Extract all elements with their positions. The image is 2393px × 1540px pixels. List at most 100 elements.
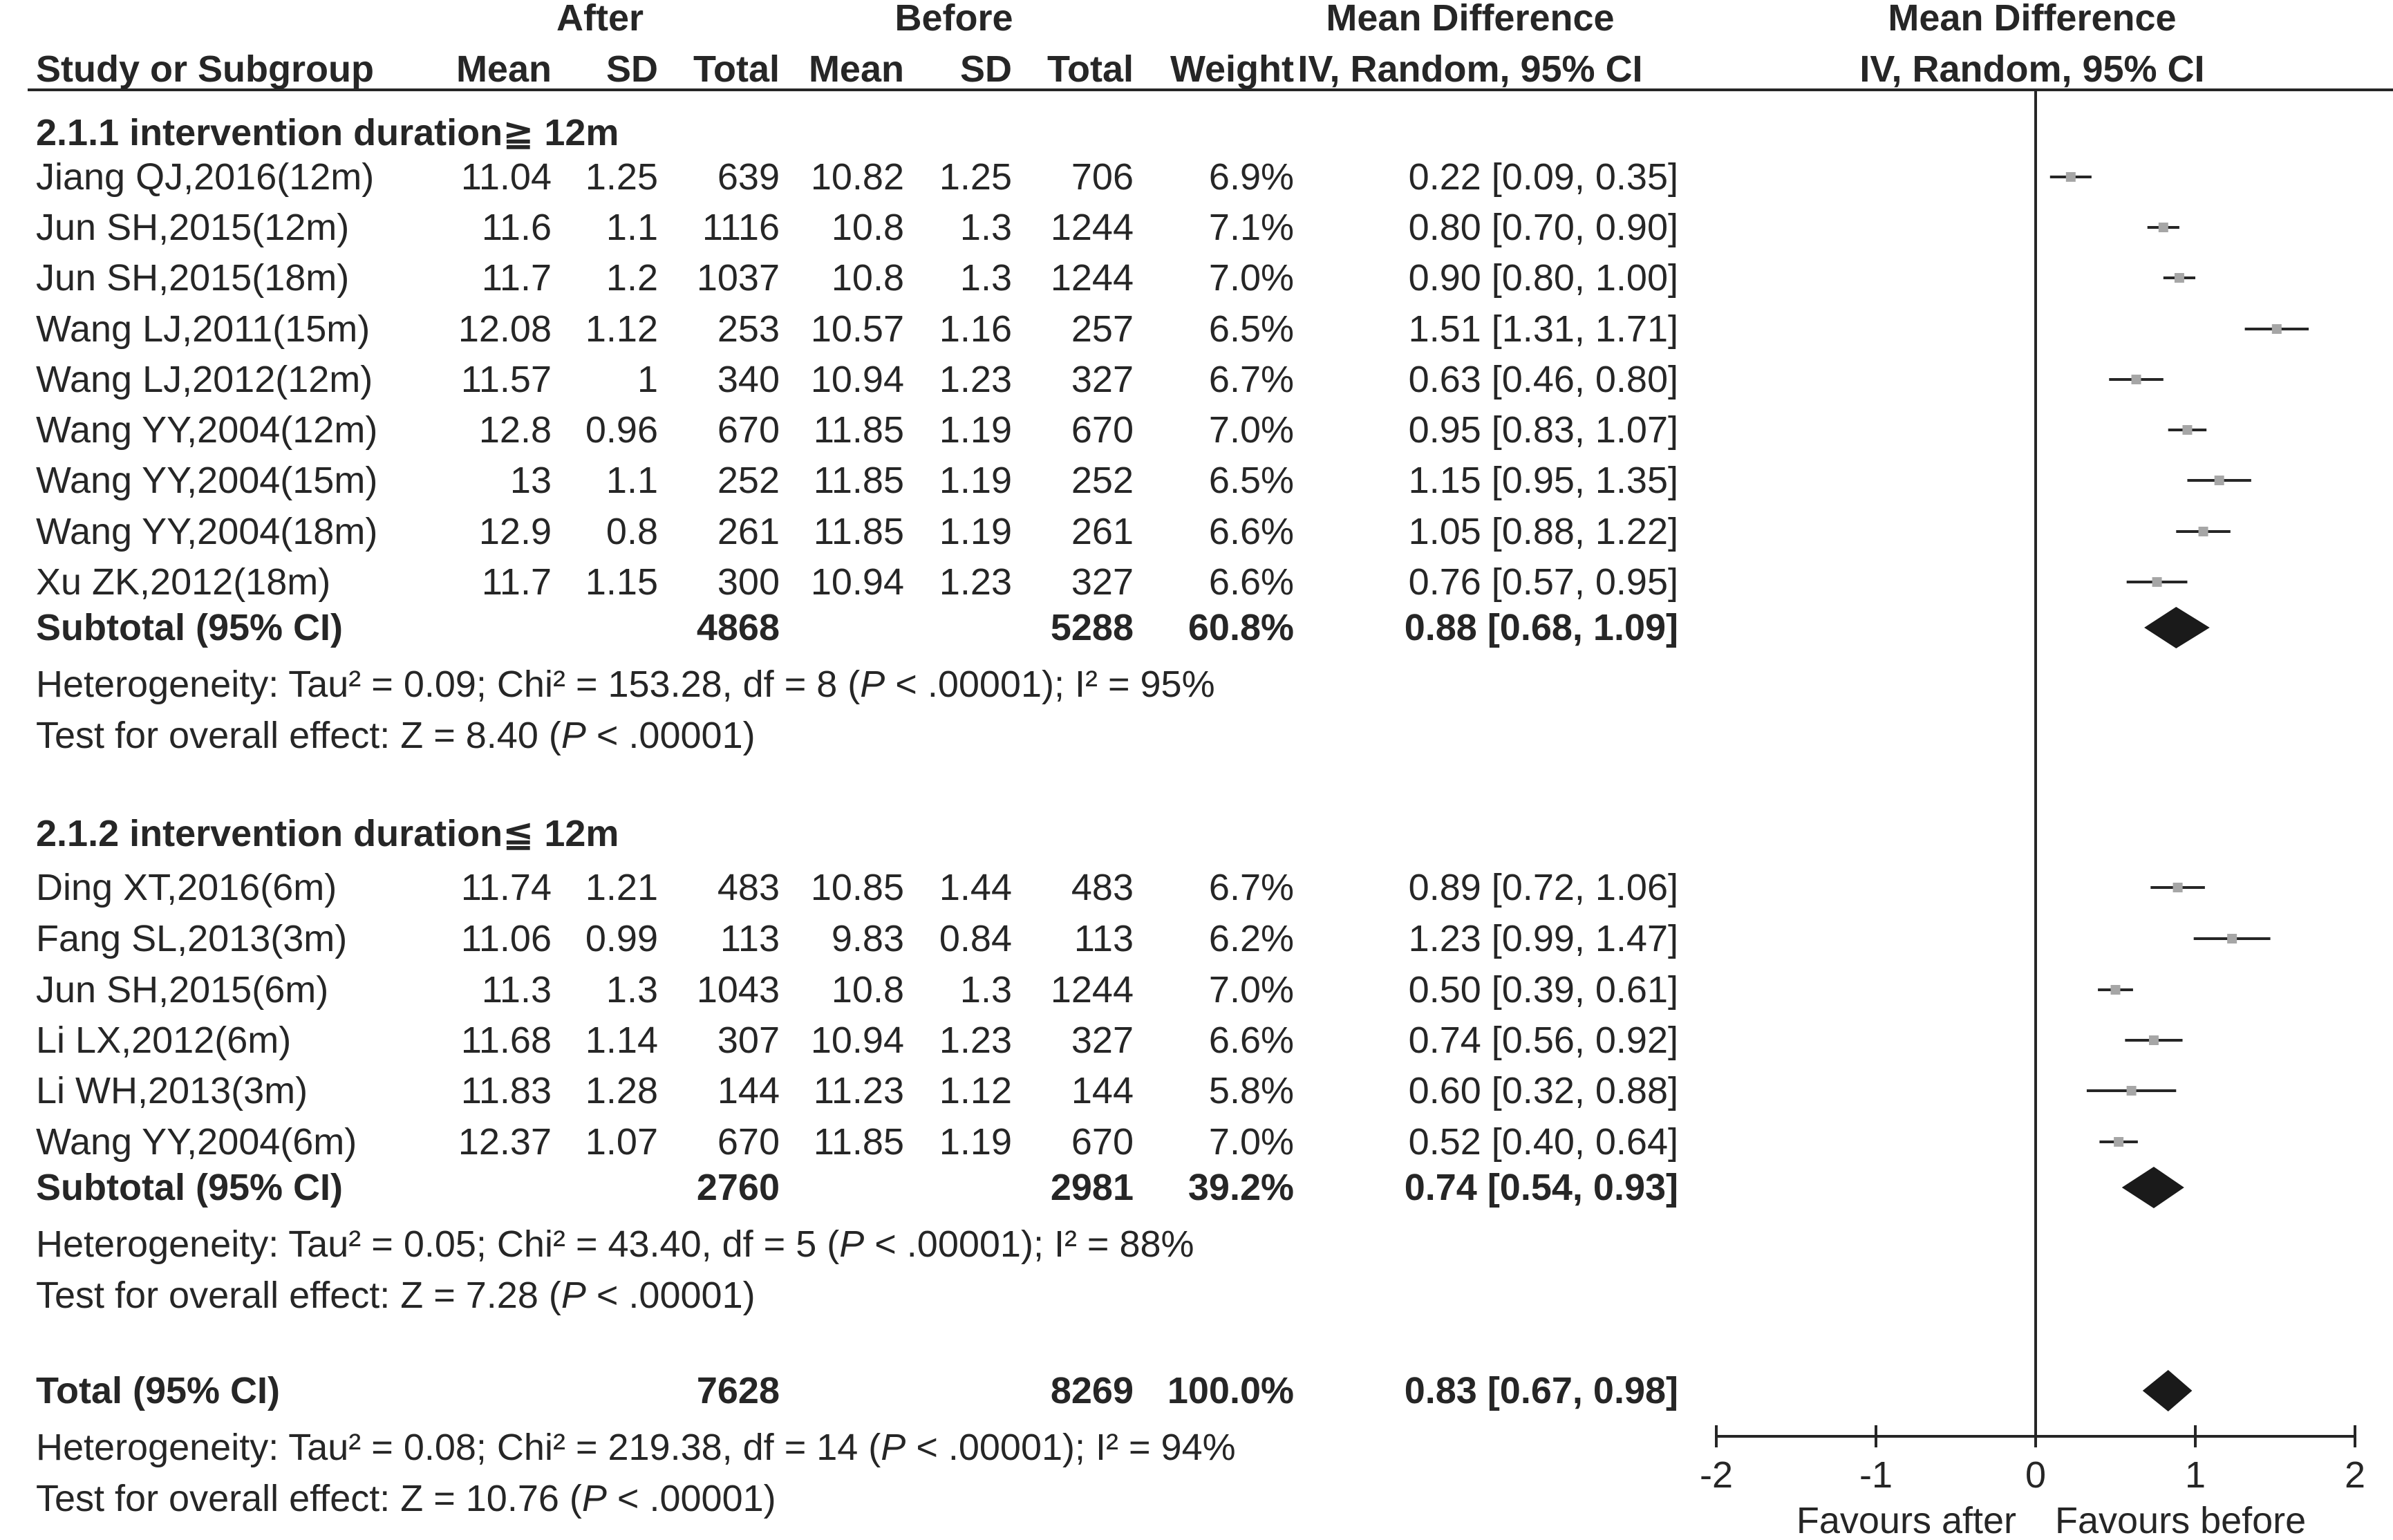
after-mean: 11.6 [482,207,552,248]
after-mean: 11.74 [461,867,552,908]
study-name: Jun SH,2015(12m) [36,207,349,248]
study-ci: 1.23 [0.99, 1.47] [1409,918,1678,959]
subtotal-after-total: 4868 [697,607,780,648]
subtotal-label: Subtotal (95% CI) [36,1167,343,1208]
header-after-sd: SD [606,48,658,90]
effect-square [2148,1035,2159,1045]
after-mean: 13 [510,460,552,501]
study-ci: 1.05 [0.88, 1.22] [1409,511,1678,552]
study-name: Wang YY,2004(18m) [36,511,377,552]
x-tick-label: -1 [1859,1454,1893,1496]
subgroup-title: 2.1.2 intervention duration≦ 12m [36,813,619,854]
after-total: 252 [717,460,780,501]
pooled-diamond [2142,1370,2193,1411]
study-ci: 0.63 [0.46, 0.80] [1409,359,1678,400]
header-ci: IV, Random, 95% CI [1297,48,1642,90]
effect-square [2110,985,2121,995]
after-mean: 12.9 [479,511,552,552]
effect-square [2227,934,2237,943]
header-after-total: Total [693,48,780,90]
x-tick-label: 2 [2345,1454,2365,1496]
study-weight: 7.0% [1209,1121,1294,1163]
study-weight: 7.0% [1209,409,1294,451]
study-ci: 0.52 [0.40, 0.64] [1409,1121,1678,1163]
header-before: Before [894,0,1013,39]
before-mean: 10.94 [811,561,904,603]
study-weight: 6.6% [1209,561,1294,603]
study-name: Li WH,2013(3m) [36,1070,308,1111]
header-before-mean: Mean [809,48,904,90]
before-sd: 1.3 [960,207,1012,248]
subtotal-before-total: 2981 [1051,1167,1134,1208]
study-weight: 6.9% [1209,156,1294,198]
after-sd: 0.8 [606,511,658,552]
before-sd: 1.12 [939,1070,1012,1111]
after-total: 1116 [702,207,780,248]
study-ci: 0.74 [0.56, 0.92] [1409,1020,1678,1061]
effect-square [2214,476,2224,485]
subtotal-ci: 0.74 [0.54, 0.93] [1405,1167,1678,1208]
effect-square [2174,273,2184,283]
study-ci: 0.60 [0.32, 0.88] [1409,1070,1678,1111]
after-sd: 1.1 [606,460,658,501]
before-total: 670 [1071,1121,1134,1163]
header-plot-title: Mean Difference [1888,0,2176,39]
pooled-diamond [2144,607,2210,648]
study-weight: 6.6% [1209,511,1294,552]
after-total: 307 [717,1020,780,1061]
before-sd: 1.19 [939,460,1012,501]
before-sd: 1.19 [939,409,1012,451]
before-total: 483 [1071,867,1134,908]
before-total: 327 [1071,561,1134,603]
study-name: Wang YY,2004(6m) [36,1121,357,1163]
header-plot-subtitle: IV, Random, 95% CI [1859,48,2204,90]
heterogeneity-text: Heterogeneity: Tau² = 0.05; Chi² = 43.40… [36,1223,1194,1265]
after-sd: 1.3 [606,969,658,1011]
before-mean: 10.94 [811,1020,904,1061]
header-before-sd: SD [960,48,1012,90]
after-mean: 11.3 [482,969,552,1011]
study-ci: 0.90 [0.80, 1.00] [1409,257,1678,299]
after-sd: 0.99 [585,918,658,959]
after-sd: 1.21 [585,867,658,908]
study-name: Wang LJ,2011(15m) [36,308,370,350]
before-sd: 1.25 [939,156,1012,198]
study-ci: 0.76 [0.57, 0.95] [1409,561,1678,603]
effect-square [2173,883,2183,892]
after-sd: 0.96 [585,409,658,451]
study-weight: 7.0% [1209,969,1294,1011]
after-mean: 12.08 [458,308,552,350]
before-mean: 10.8 [832,257,904,299]
header-before-total: Total [1047,48,1134,90]
after-mean: 11.83 [461,1070,552,1111]
study-name: Jiang QJ,2016(12m) [36,156,374,198]
header-after-mean: Mean [456,48,552,90]
study-weight: 5.8% [1209,1070,1294,1111]
before-total: 261 [1071,511,1134,552]
study-ci: 1.51 [1.31, 1.71] [1409,308,1678,350]
after-sd: 1 [637,359,658,400]
before-sd: 1.23 [939,561,1012,603]
before-mean: 9.83 [832,918,904,959]
total-overall-effect-text: Test for overall effect: Z = 10.76 (P < … [36,1478,776,1519]
before-sd: 1.16 [939,308,1012,350]
total-before-total: 8269 [1051,1370,1134,1411]
study-weight: 6.2% [1209,918,1294,959]
header-after: After [556,0,644,39]
study-name: Jun SH,2015(18m) [36,257,349,299]
study-name: Wang LJ,2012(12m) [36,359,373,400]
before-total: 706 [1071,156,1134,198]
subtotal-weight: 39.2% [1188,1167,1294,1208]
study-name: Jun SH,2015(6m) [36,969,328,1011]
after-total: 670 [717,1121,780,1163]
after-sd: 1.25 [585,156,658,198]
before-sd: 1.44 [939,867,1012,908]
after-sd: 1.07 [585,1121,658,1163]
after-total: 113 [720,918,780,959]
study-weight: 6.7% [1209,359,1294,400]
favours-before-label: Favours before [2055,1500,2306,1540]
after-mean: 11.7 [482,561,552,603]
effect-square [2131,375,2141,384]
effect-square [2126,1086,2137,1096]
heterogeneity-text: Heterogeneity: Tau² = 0.09; Chi² = 153.2… [36,664,1215,705]
